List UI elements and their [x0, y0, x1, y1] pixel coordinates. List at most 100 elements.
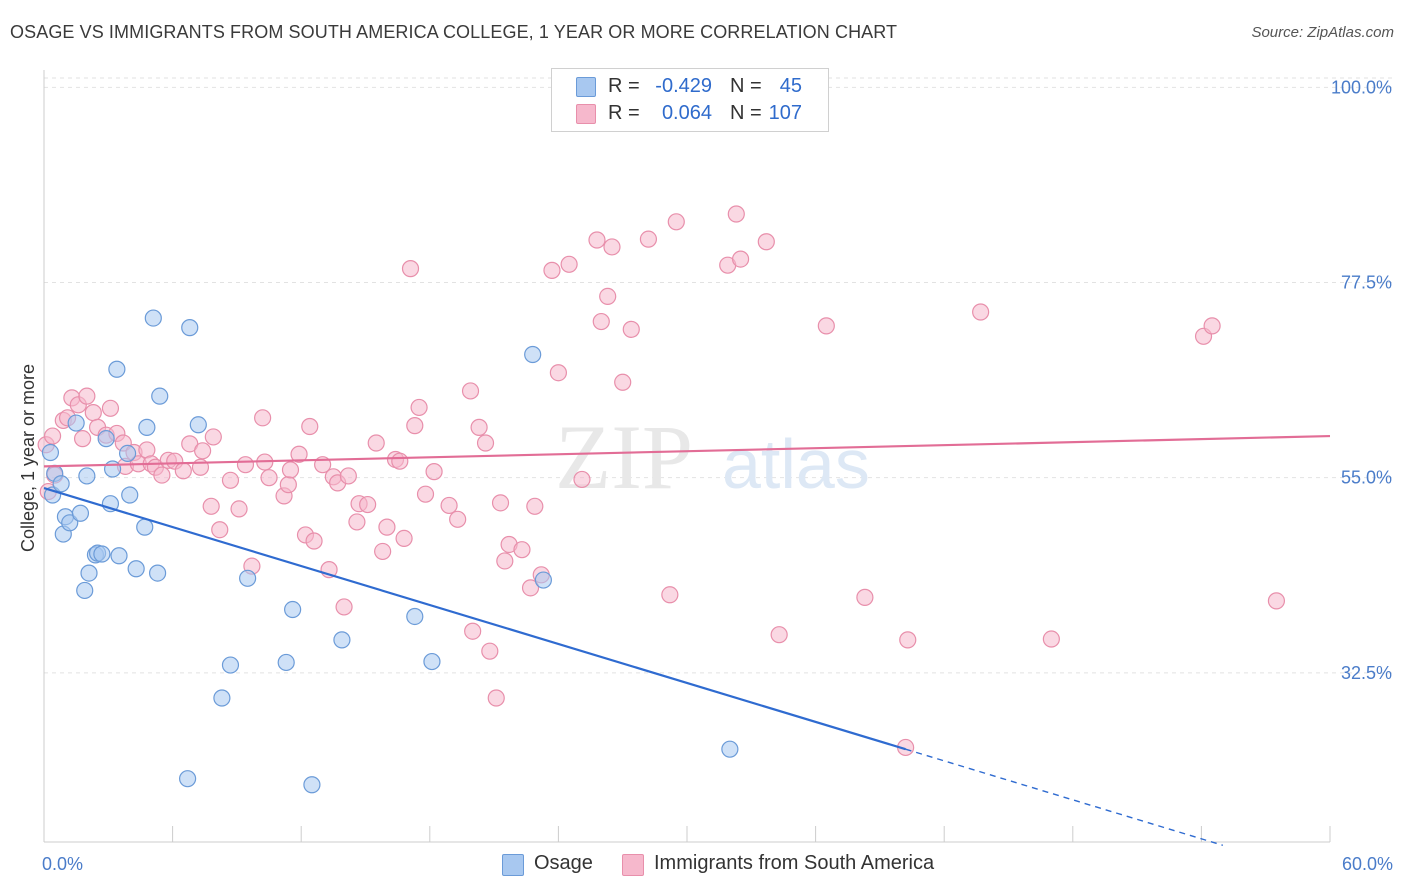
immigrants-point: [367, 434, 385, 452]
osage-point: [721, 740, 739, 758]
immigrants-point: [592, 312, 610, 331]
immigrants-point: [614, 373, 632, 391]
immigrants-point: [359, 495, 377, 514]
immigrants-point: [391, 452, 409, 470]
immigrants-point: [43, 427, 62, 445]
osage-point: [127, 560, 145, 578]
osage-point: [71, 504, 90, 522]
osage-trend-line: [43, 487, 906, 751]
immigrants-point: [425, 463, 443, 481]
immigrants-point: [101, 399, 120, 417]
immigrants-point: [757, 233, 775, 251]
osage-point: [534, 571, 552, 589]
immigrants-point: [487, 689, 505, 707]
osage-point: [80, 564, 98, 582]
watermark-atlas: atlas: [722, 425, 870, 503]
immigrants-point: [339, 467, 357, 485]
immigrants-point: [202, 497, 220, 515]
osage-point: [181, 319, 199, 337]
immigrants-point: [549, 364, 568, 382]
legend-n-value: 45: [779, 75, 802, 97]
chart-title: OSAGE VS IMMIGRANTS FROM SOUTH AMERICA C…: [10, 22, 898, 42]
osage-point: [423, 652, 441, 671]
immigrants-point: [374, 542, 392, 561]
immigrants-point: [449, 510, 467, 528]
osage-trend-extension: [905, 748, 1224, 846]
legend-swatch-osage: [576, 77, 596, 97]
osage-point: [121, 486, 139, 504]
osage-point: [151, 387, 169, 405]
immigrants-point: [348, 513, 366, 531]
immigrants-point: [461, 382, 480, 400]
osage-point: [78, 467, 96, 485]
immigrants-point: [856, 588, 874, 606]
immigrants-point: [521, 579, 540, 597]
immigrants-point: [1203, 317, 1221, 335]
immigrants-point: [204, 428, 222, 446]
x-tick-label: 60.0%: [1342, 854, 1393, 874]
immigrants-point: [599, 287, 617, 305]
immigrants-point: [470, 418, 488, 436]
legend-n-value: 107: [768, 102, 802, 124]
immigrants-point: [260, 469, 278, 487]
y-axis-label: College, 1 year or more: [18, 364, 38, 552]
immigrants-point: [560, 255, 578, 273]
immigrants-point: [401, 260, 420, 278]
immigrants-point: [406, 417, 424, 435]
immigrants-point: [410, 398, 428, 417]
series-legend: Osage Immigrants from South America: [0, 852, 1406, 878]
osage-point: [138, 418, 156, 436]
osage-point: [189, 416, 207, 434]
immigrants-point: [603, 238, 621, 256]
immigrants-point: [84, 404, 102, 422]
x-tick-label: 0.0%: [42, 854, 83, 874]
immigrants-point: [1267, 592, 1286, 610]
immigrants-point: [526, 497, 544, 515]
immigrants-point: [770, 626, 788, 644]
immigrants-point: [305, 532, 323, 550]
legend-row-immigrants: R = 0.064 N = 107: [552, 101, 828, 127]
osage-point: [239, 569, 257, 587]
osage-point: [284, 600, 302, 619]
osage-point: [406, 607, 424, 626]
correlation-legend: R = -0.429 N = 45 R = 0.064 N = 107: [551, 68, 829, 132]
series-swatch-immigrants: [622, 854, 644, 876]
immigrants-point: [491, 494, 510, 512]
immigrants-point: [174, 462, 192, 480]
legend-n-label: N =: [730, 75, 762, 97]
immigrants-point: [281, 461, 300, 479]
osage-point: [76, 581, 94, 600]
osage-point: [97, 430, 115, 448]
immigrants-point: [972, 303, 990, 321]
legend-r-value: 0.064: [661, 102, 712, 124]
immigrants-point: [513, 541, 531, 559]
immigrants-point: [290, 445, 308, 463]
immigrants-point: [279, 476, 297, 494]
immigrants-point: [476, 434, 495, 452]
immigrants-point: [254, 409, 272, 427]
y-tick-label: 55.0%: [1341, 468, 1392, 488]
osage-point: [67, 414, 85, 432]
y-tick-label: 100.0%: [1331, 77, 1392, 97]
osage-point: [41, 443, 60, 462]
immigrants-point: [817, 317, 835, 335]
immigrants-point: [221, 471, 240, 489]
osage-point: [136, 518, 154, 536]
immigrants-point: [301, 417, 319, 436]
osage-point: [118, 444, 137, 462]
immigrants-point: [667, 213, 685, 231]
osage-point: [277, 653, 295, 672]
axis-labels: 100.0% 77.5% 55.0% 32.5% 0.0% 60.0% College, 1…: [18, 77, 1393, 874]
osage-point: [108, 360, 126, 378]
immigrants-point: [440, 496, 458, 515]
legend-r-label: R =: [608, 102, 640, 124]
immigrants-point: [661, 586, 679, 604]
watermark-zip: ZIP: [555, 406, 693, 508]
immigrants-point: [78, 387, 96, 405]
immigrants-point: [194, 442, 212, 460]
legend-n-label: N =: [730, 102, 762, 124]
immigrants-point: [481, 642, 499, 660]
osage-point: [524, 345, 542, 364]
immigrants-point: [573, 470, 591, 489]
